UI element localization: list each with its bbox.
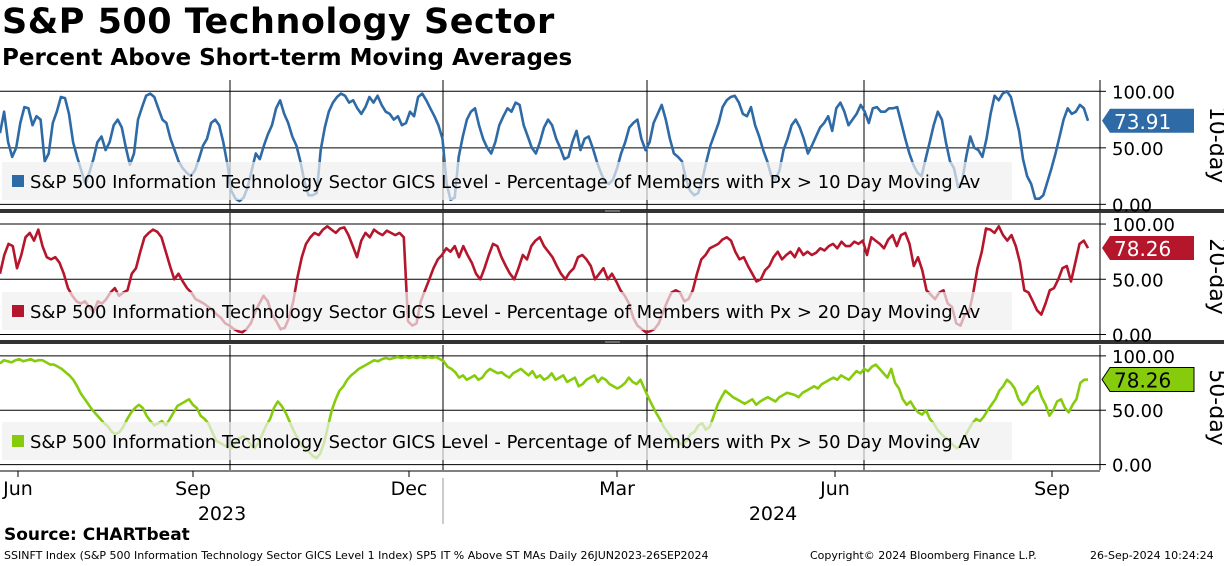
last-value-text: 78.26 xyxy=(1114,369,1171,393)
legend-swatch xyxy=(12,175,24,187)
y-tick-label: 0.00 xyxy=(1112,456,1152,477)
y-tick-label: 50.00 xyxy=(1112,270,1164,291)
last-value-badge xyxy=(1102,108,1194,133)
timestamp-text: 26-Sep-2024 10:24:24 xyxy=(1090,549,1214,562)
y-tick-label: 50.00 xyxy=(1112,139,1164,160)
x-tick-label: Jun xyxy=(2,478,33,500)
x-tick-label: Sep xyxy=(1034,478,1070,500)
copyright-text: Copyright© 2024 Bloomberg Finance L.P. xyxy=(810,549,1037,562)
year-label: 2024 xyxy=(749,503,797,525)
legend-swatch xyxy=(12,305,24,317)
last-value-text: 73.91 xyxy=(1114,110,1171,134)
y-tick-label: 0.00 xyxy=(1112,325,1152,346)
y-tick-label: 50.00 xyxy=(1112,401,1164,422)
last-value-badge xyxy=(1101,367,1195,392)
x-tick-label: Jun xyxy=(819,478,850,500)
panel-side-label: 10-day xyxy=(1204,107,1224,183)
legend-text: S&P 500 Information Technology Sector GI… xyxy=(30,432,981,453)
ticker-line: SSINFT Index (S&P 500 Information Techno… xyxy=(4,549,709,562)
y-tick-label: 100.00 xyxy=(1112,347,1175,368)
legend-text: S&P 500 Information Technology Sector GI… xyxy=(30,302,981,323)
x-tick-label: Sep xyxy=(175,478,211,500)
legend-box xyxy=(2,422,1012,460)
last-value-badge xyxy=(1102,236,1194,261)
legend-box xyxy=(2,292,1012,330)
series-line-20-day xyxy=(0,225,1090,334)
panel-side-label: 50-day xyxy=(1204,369,1224,445)
panel-side-label: 20-day xyxy=(1204,238,1224,314)
year-label: 2023 xyxy=(198,503,246,525)
x-tick-label: Mar xyxy=(599,478,635,500)
legend-box xyxy=(2,162,1012,200)
y-tick-label: 100.00 xyxy=(1112,82,1175,103)
y-tick-label: 0.00 xyxy=(1112,195,1152,216)
source-label: Source: CHARTbeat xyxy=(4,525,190,545)
last-value-text: 78.26 xyxy=(1114,237,1171,261)
chart-title: S&P 500 Technology Sector xyxy=(2,2,555,42)
chart-subtitle: Percent Above Short-term Moving Averages xyxy=(2,45,573,71)
series-line-50-day xyxy=(0,355,1089,460)
legend-swatch xyxy=(12,435,24,447)
y-tick-label: 100.00 xyxy=(1112,215,1175,236)
x-tick-label: Dec xyxy=(391,478,428,500)
legend-text: S&P 500 Information Technology Sector GI… xyxy=(30,172,981,193)
